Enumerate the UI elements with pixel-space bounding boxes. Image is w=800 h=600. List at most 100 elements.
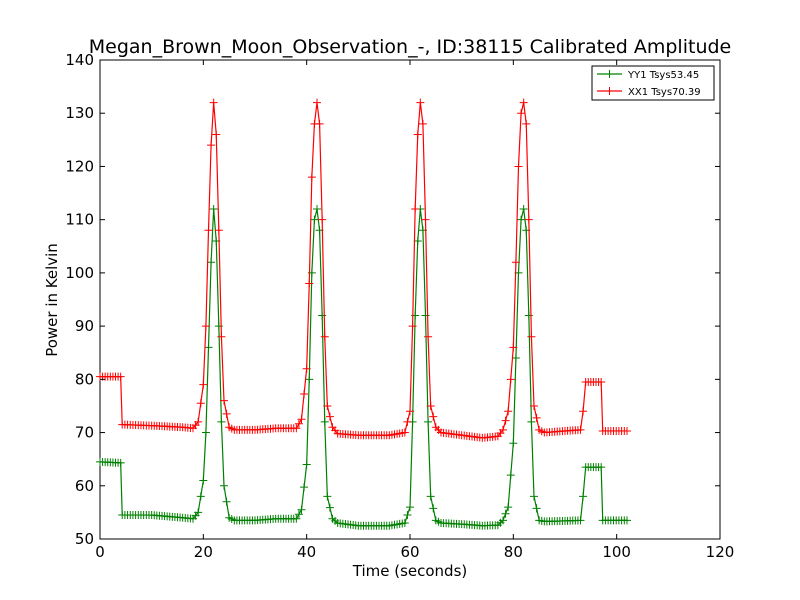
data-point <box>499 425 507 434</box>
data-point <box>411 205 420 214</box>
data-point <box>302 460 311 469</box>
data-point <box>323 492 332 501</box>
data-point <box>325 503 334 512</box>
data-point <box>597 377 606 386</box>
data-point <box>527 332 536 341</box>
y-axis-label: Power in Kelvin <box>43 243 61 357</box>
data-point <box>207 141 216 150</box>
data-point <box>220 481 228 490</box>
data-point <box>196 399 205 408</box>
data-point <box>320 332 329 341</box>
data-point <box>116 458 125 467</box>
data-point <box>426 492 435 501</box>
data-point <box>429 504 438 513</box>
data-point <box>524 215 533 224</box>
data-point <box>300 389 309 398</box>
data-point <box>300 483 309 492</box>
x-axis-label: Time (seconds) <box>352 562 468 580</box>
legend: YY1 Tsys53.45 XX1 Tsys70.39 <box>591 65 715 101</box>
data-point <box>509 439 518 448</box>
legend-marker <box>605 70 614 78</box>
data-point <box>426 401 435 410</box>
data-point <box>212 130 221 139</box>
data-point <box>424 332 433 341</box>
y-tick-label: 60 <box>75 477 94 495</box>
data-point <box>217 332 226 341</box>
plot-frame <box>99 59 721 540</box>
y-tick-label: 130 <box>65 104 94 122</box>
data-point <box>194 508 203 517</box>
data-point <box>325 412 334 421</box>
data-point <box>504 503 513 512</box>
data-point <box>506 471 515 480</box>
data-point <box>532 504 541 513</box>
data-point <box>530 401 538 410</box>
data-point <box>313 205 321 214</box>
data-point <box>506 375 515 384</box>
data-point <box>509 343 518 352</box>
data-point <box>501 416 510 425</box>
data-point <box>196 492 205 501</box>
y-axis-ticks: 50 60 70 80 90 100 110 120 130 140 <box>65 51 720 548</box>
data-point <box>413 236 422 245</box>
data-point <box>416 98 425 107</box>
data-point <box>504 407 513 416</box>
x-tick-label: 20 <box>194 543 213 561</box>
data-point <box>194 417 203 426</box>
data-point <box>313 98 321 107</box>
data-point <box>214 226 223 235</box>
legend-label: YY1 Tsys53.45 <box>627 70 699 81</box>
data-point <box>403 417 412 426</box>
x-tick-label: 120 <box>706 543 735 561</box>
data-point <box>199 380 208 389</box>
data-point <box>499 516 507 525</box>
data-point <box>315 119 324 128</box>
data-point <box>623 426 631 435</box>
data-point <box>305 375 314 384</box>
data-point <box>204 226 213 235</box>
plot-area: 0 20 40 60 80 100 120 50 60 70 80 90 100 110 120 130 14… <box>65 51 734 561</box>
y-tick-label: 110 <box>65 211 94 229</box>
data-point <box>305 279 314 288</box>
data-point <box>517 215 526 224</box>
data-point <box>517 109 526 118</box>
data-point <box>297 415 306 424</box>
legend-marker <box>605 87 614 95</box>
data-point <box>530 492 538 501</box>
data-point <box>222 409 231 418</box>
data-point <box>323 401 332 410</box>
data-point <box>527 417 536 426</box>
data-point <box>294 419 303 428</box>
data-point <box>310 215 319 224</box>
data-point <box>519 205 528 214</box>
x-tick-label: 80 <box>504 543 523 561</box>
data-point <box>418 119 427 128</box>
data-point <box>400 428 409 437</box>
x-tick-label: 100 <box>602 543 631 561</box>
data-point <box>406 407 414 416</box>
data-point <box>116 372 125 381</box>
data-point <box>576 425 585 434</box>
data-point <box>294 510 303 519</box>
data-point <box>292 514 301 523</box>
data-point <box>297 505 306 514</box>
y-tick-label: 140 <box>65 51 94 69</box>
data-point <box>532 413 541 422</box>
data-point <box>579 492 588 501</box>
data-point <box>320 417 329 426</box>
data-point <box>429 412 438 421</box>
data-point <box>519 98 528 107</box>
data-point <box>307 173 316 182</box>
data-point <box>201 428 210 437</box>
y-tick-label: 90 <box>75 317 94 335</box>
y-tick-label: 70 <box>75 424 94 442</box>
data-point <box>511 258 520 267</box>
data-point <box>579 407 588 416</box>
data-point <box>217 417 226 426</box>
data-point <box>201 322 210 331</box>
data-point <box>204 343 213 352</box>
y-tick-label: 50 <box>75 530 94 548</box>
data-point <box>209 205 218 214</box>
data-point <box>302 364 311 373</box>
chart-title: Megan_Brown_Moon_Observation_-, ID:38115… <box>89 36 731 58</box>
